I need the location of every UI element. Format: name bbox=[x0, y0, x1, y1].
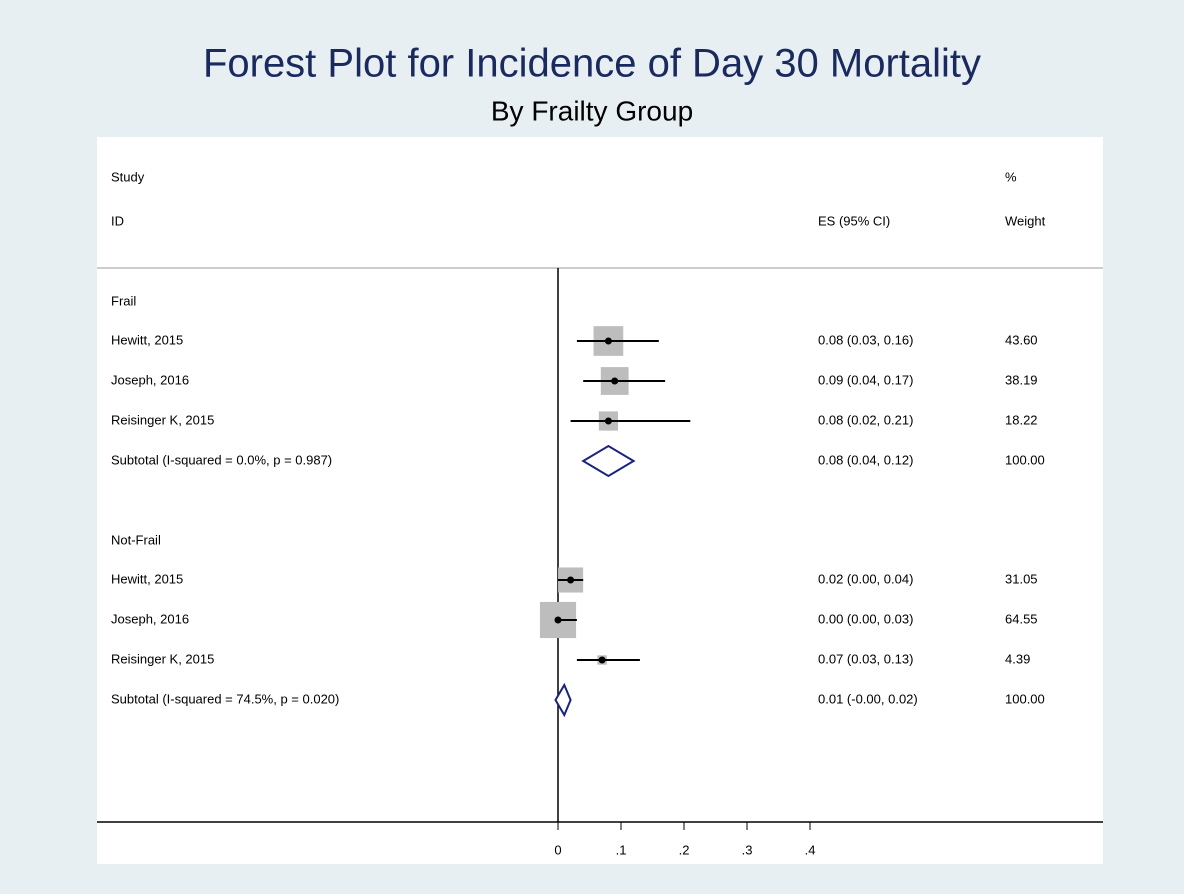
point-estimate bbox=[604, 337, 612, 345]
point-estimate bbox=[567, 576, 575, 584]
group-label: Frail bbox=[111, 293, 136, 308]
header: ES (95% CI) bbox=[818, 213, 890, 228]
study-label: Hewitt, 2015 bbox=[111, 332, 183, 347]
x-tick-label: 0 bbox=[554, 842, 561, 857]
weight-label: 100.00 bbox=[1005, 452, 1045, 467]
chart-subtitle: By Frailty Group bbox=[491, 95, 693, 126]
x-tick-label: .1 bbox=[616, 842, 627, 857]
subtotal-diamond bbox=[554, 682, 572, 718]
subtotal-diamond bbox=[581, 444, 636, 478]
ci-label: 0.08 (0.02, 0.21) bbox=[818, 412, 913, 427]
ci-label: 0.08 (0.04, 0.12) bbox=[818, 452, 913, 467]
plot-panel bbox=[97, 137, 1103, 864]
point-estimate bbox=[604, 417, 612, 425]
point-estimate bbox=[611, 377, 619, 385]
header: % bbox=[1005, 169, 1017, 184]
weight-label: 43.60 bbox=[1005, 332, 1038, 347]
header: Weight bbox=[1005, 213, 1046, 228]
ci-label: 0.09 (0.04, 0.17) bbox=[818, 372, 913, 387]
x-tick-label: .3 bbox=[742, 842, 753, 857]
header: ID bbox=[111, 213, 124, 228]
x-tick-label: .4 bbox=[805, 842, 816, 857]
study-label: Reisinger K, 2015 bbox=[111, 412, 214, 427]
ci-label: 0.08 (0.03, 0.16) bbox=[818, 332, 913, 347]
weight-label: 4.39 bbox=[1005, 651, 1030, 666]
header: Study bbox=[111, 169, 145, 184]
ci-label: 0.02 (0.00, 0.04) bbox=[818, 571, 913, 586]
x-tick-label: .2 bbox=[679, 842, 690, 857]
study-label: Hewitt, 2015 bbox=[111, 571, 183, 586]
ci-label: 0.00 (0.00, 0.03) bbox=[818, 611, 913, 626]
weight-label: 100.00 bbox=[1005, 691, 1045, 706]
study-label: Joseph, 2016 bbox=[111, 372, 189, 387]
weight-label: 64.55 bbox=[1005, 611, 1038, 626]
ci-label: 0.01 (-0.00, 0.02) bbox=[818, 691, 918, 706]
subtotal-label: Subtotal (I-squared = 74.5%, p = 0.020) bbox=[111, 691, 339, 706]
chart-title: Forest Plot for Incidence of Day 30 Mort… bbox=[203, 42, 981, 86]
weight-label: 31.05 bbox=[1005, 571, 1038, 586]
weight-label: 38.19 bbox=[1005, 372, 1038, 387]
study-label: Reisinger K, 2015 bbox=[111, 651, 214, 666]
subtotal-label: Subtotal (I-squared = 0.0%, p = 0.987) bbox=[111, 452, 332, 467]
weight-label: 18.22 bbox=[1005, 412, 1038, 427]
group-label: Not-Frail bbox=[111, 532, 161, 547]
ci-label: 0.07 (0.03, 0.13) bbox=[818, 651, 913, 666]
point-estimate bbox=[554, 616, 562, 624]
point-estimate bbox=[598, 656, 606, 664]
study-label: Joseph, 2016 bbox=[111, 611, 189, 626]
